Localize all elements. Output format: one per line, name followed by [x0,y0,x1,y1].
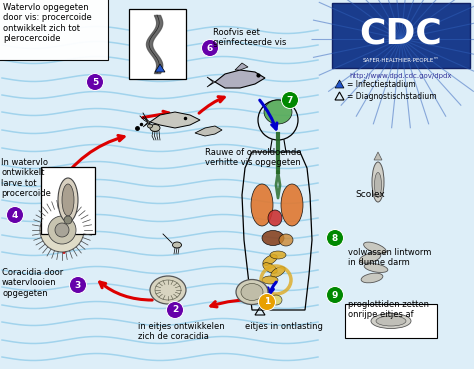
Text: http://www.dpd.cdc.gov/dpdx: http://www.dpd.cdc.gov/dpdx [350,73,452,79]
Text: proglottiden zetten
onrijpe eitjes af: proglottiden zetten onrijpe eitjes af [348,300,429,320]
Circle shape [166,301,183,318]
Polygon shape [150,112,200,128]
Text: volwassen lintworm
in dunne darm: volwassen lintworm in dunne darm [348,248,431,268]
Polygon shape [143,117,150,127]
Text: 2: 2 [172,306,178,314]
Text: = Infectiestadium: = Infectiestadium [347,79,416,89]
Text: Roofvis eet
geïnfecteerde vis: Roofvis eet geïnfecteerde vis [213,28,286,47]
Text: Scolex: Scolex [355,190,385,199]
Ellipse shape [241,283,263,300]
Text: 1: 1 [264,297,270,307]
Circle shape [70,276,86,293]
Ellipse shape [364,242,386,254]
Ellipse shape [364,263,388,272]
Polygon shape [195,126,222,136]
Circle shape [327,286,344,303]
Ellipse shape [264,100,292,124]
Ellipse shape [376,316,406,326]
Circle shape [64,216,72,224]
Ellipse shape [262,276,278,284]
Text: Rauwe of onvoldoende
verhitte vis opgegeten: Rauwe of onvoldoende verhitte vis opgege… [205,148,301,168]
Ellipse shape [251,184,273,226]
Polygon shape [335,80,344,88]
Polygon shape [155,64,165,72]
Text: 8: 8 [332,234,338,242]
Ellipse shape [279,234,293,246]
FancyBboxPatch shape [332,3,470,68]
Circle shape [201,39,219,56]
Ellipse shape [374,172,382,197]
Ellipse shape [62,184,74,216]
Text: CDC: CDC [360,17,442,51]
Polygon shape [207,77,215,87]
Ellipse shape [147,124,153,128]
Text: = Diagnostischstadium: = Diagnostischstadium [347,92,437,100]
Ellipse shape [150,276,186,304]
Text: eitjes in ontlasting: eitjes in ontlasting [245,322,323,331]
Polygon shape [215,70,265,88]
Ellipse shape [58,178,78,222]
Ellipse shape [173,242,182,248]
Circle shape [48,216,76,244]
Text: 4: 4 [12,210,18,220]
Ellipse shape [268,210,282,226]
Text: 3: 3 [75,280,81,290]
Polygon shape [374,152,382,160]
Text: 9: 9 [332,290,338,300]
Circle shape [55,223,69,237]
FancyBboxPatch shape [129,9,186,79]
Text: Coracidia door
watervlooien
opgegeten: Coracidia door watervlooien opgegeten [2,268,63,298]
Text: 6: 6 [207,44,213,52]
Circle shape [7,207,24,224]
Ellipse shape [263,263,277,273]
Polygon shape [235,63,248,70]
Ellipse shape [236,279,268,304]
Text: 7: 7 [287,96,293,104]
Text: In watervlo
ontwikkelt
larve tot
procercoide: In watervlo ontwikkelt larve tot procerc… [1,158,51,198]
Ellipse shape [372,162,384,202]
Ellipse shape [270,251,286,259]
Ellipse shape [270,295,282,305]
Circle shape [86,73,103,90]
Text: in eitjes ontwikkelen
zich de coracidia: in eitjes ontwikkelen zich de coracidia [138,322,225,341]
Circle shape [40,208,84,252]
Circle shape [327,230,344,246]
FancyBboxPatch shape [41,167,95,234]
Text: Watervlo opgegeten
door vis: procercoide
ontwikkelt zich tot
plerocercoide: Watervlo opgegeten door vis: procercoide… [3,3,92,43]
Ellipse shape [359,253,381,263]
FancyBboxPatch shape [345,304,437,338]
Ellipse shape [361,273,383,283]
Ellipse shape [271,267,285,277]
Circle shape [258,293,275,310]
Text: SAFER·HEALTHIER·PEOPLE™: SAFER·HEALTHIER·PEOPLE™ [363,58,439,62]
Circle shape [282,92,299,108]
Ellipse shape [262,231,284,245]
Ellipse shape [150,124,160,131]
Ellipse shape [371,314,411,328]
Ellipse shape [281,184,303,226]
Text: 5: 5 [92,77,98,86]
Ellipse shape [263,255,277,265]
